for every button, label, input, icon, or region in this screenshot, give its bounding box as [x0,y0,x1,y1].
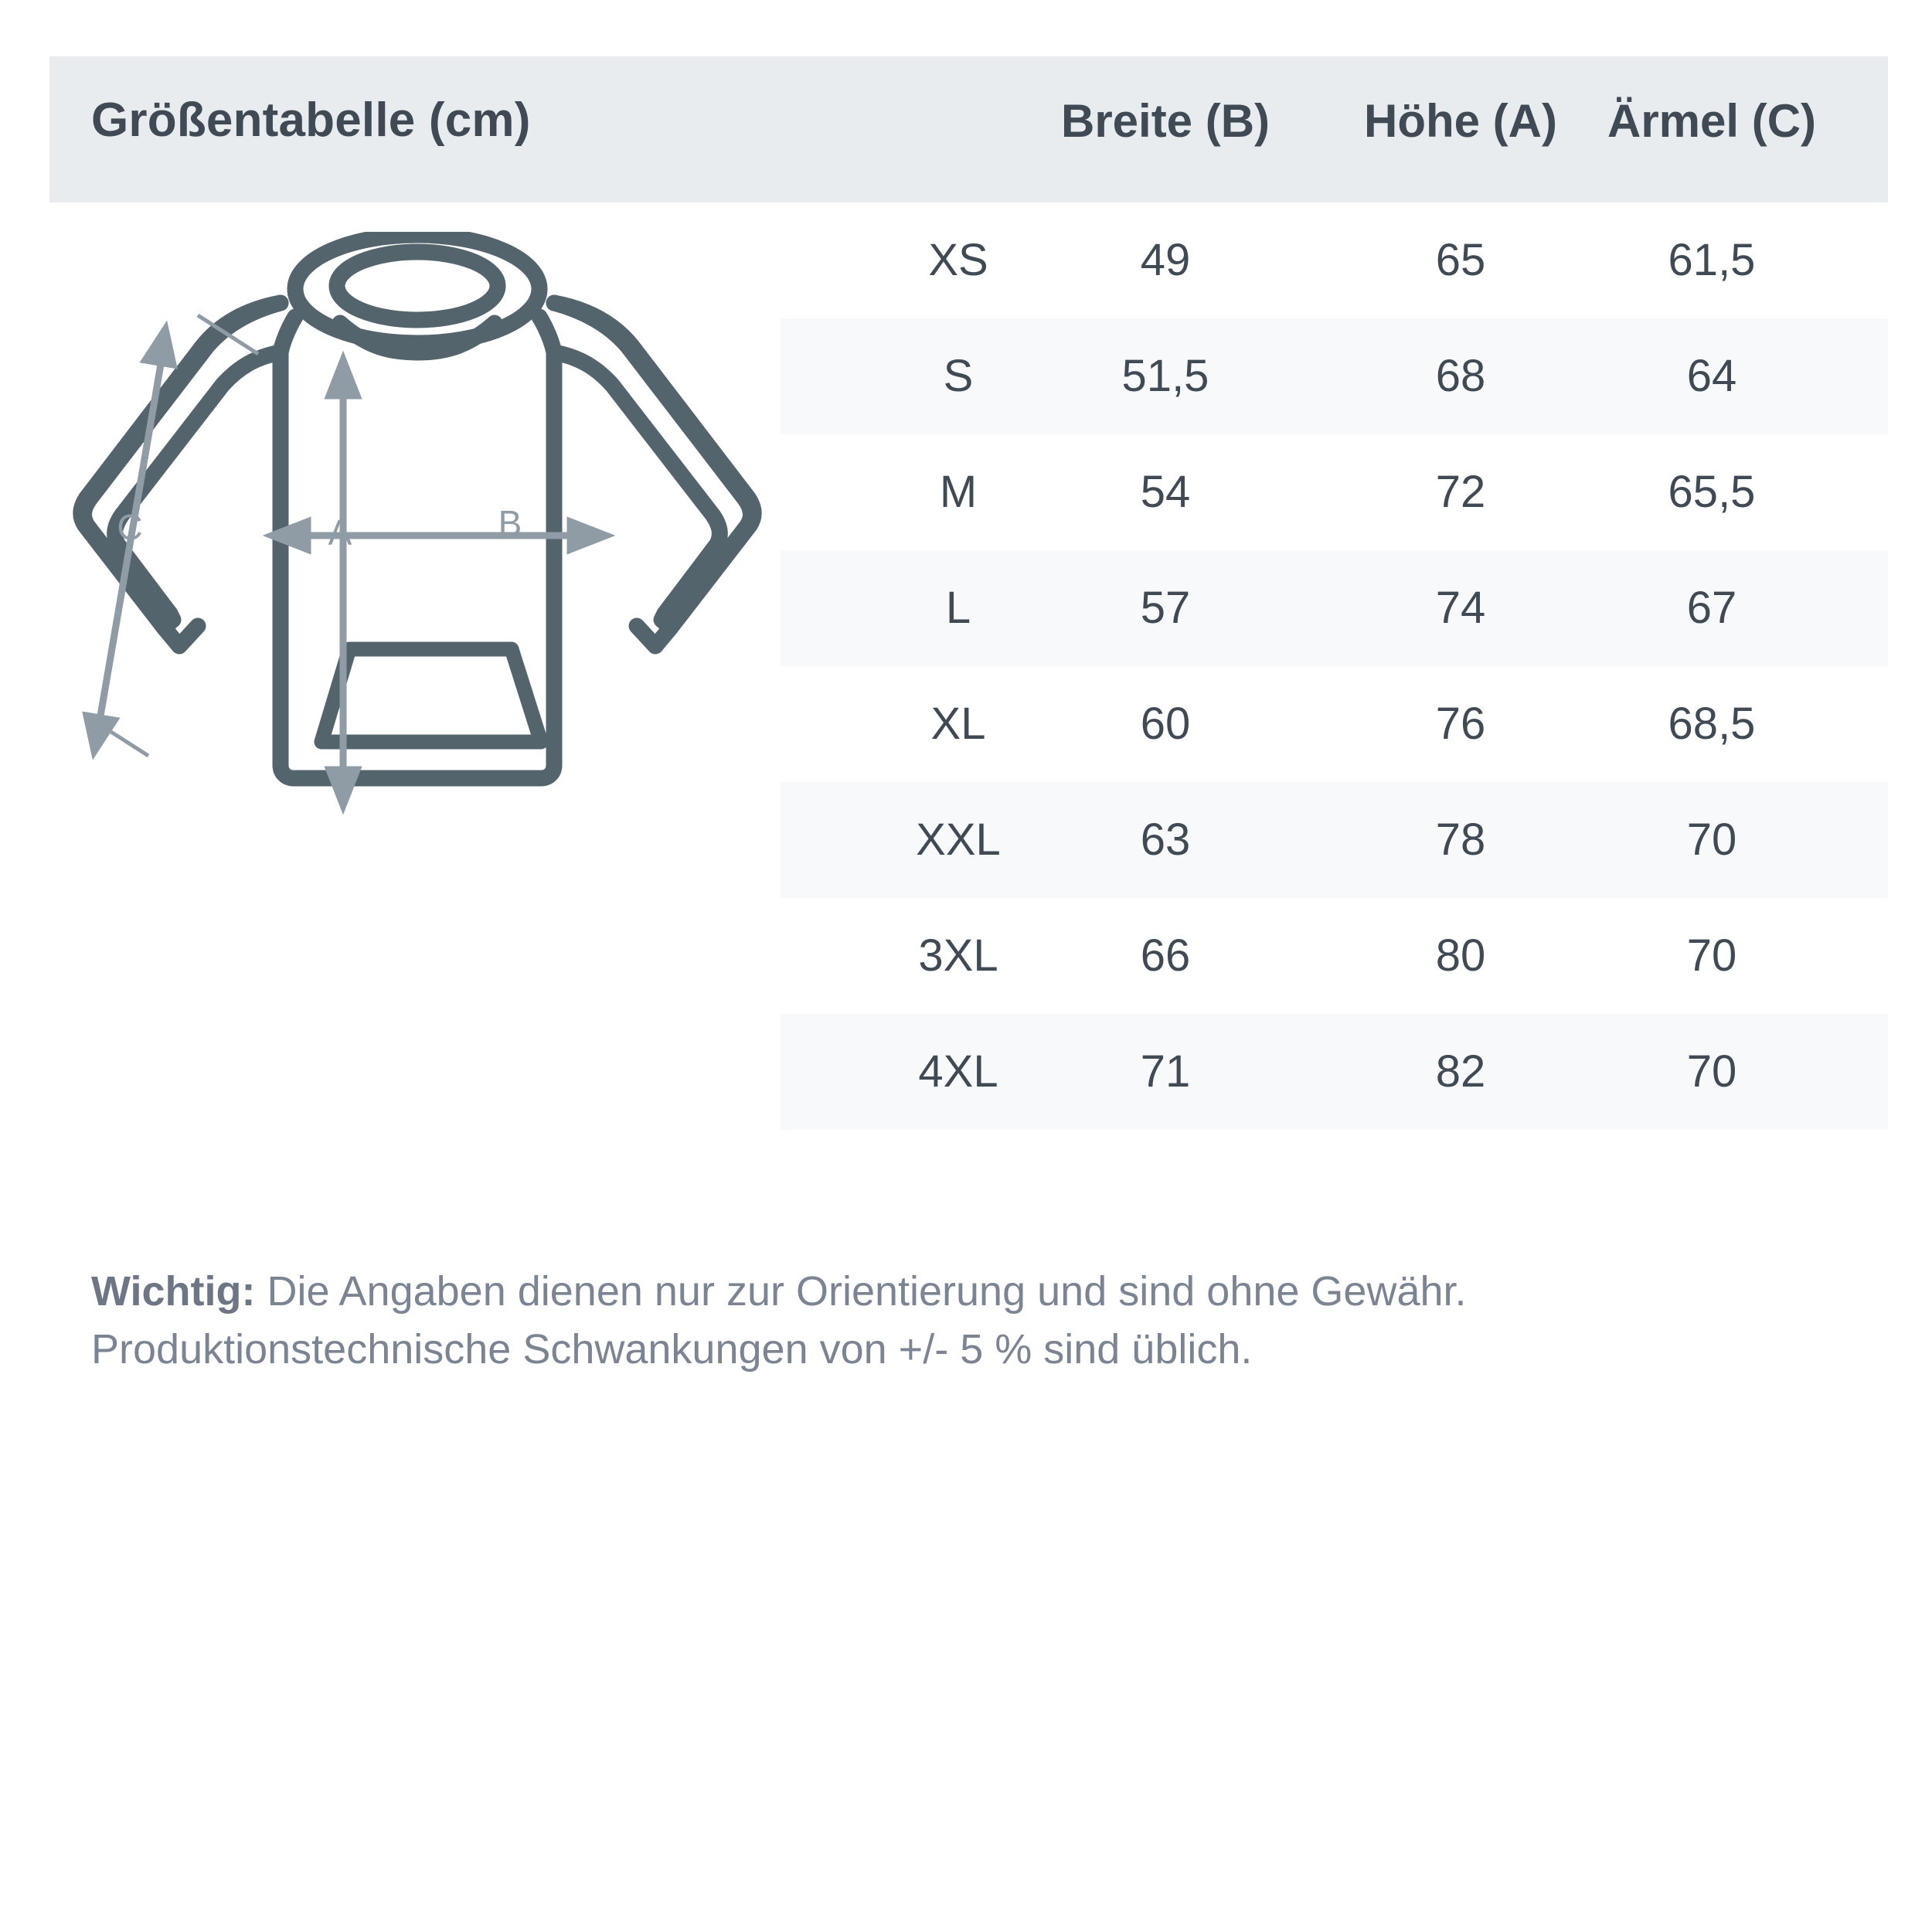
arrow-c-head-top [139,320,178,369]
cell-breite: 51,5 [1121,351,1209,401]
header-band [49,56,1888,202]
measurement-arrows [82,320,616,815]
cell-aermel: 70 [1686,815,1737,865]
cell-size: XL [930,699,986,749]
cell-hoehe: 68 [1435,351,1486,401]
column-header-aermel: Ärmel (C) [1607,95,1817,147]
cell-breite: 63 [1140,815,1191,865]
arrow-a-head-bottom [324,766,362,815]
kangaroo-pocket [314,641,549,750]
cell-hoehe: 74 [1435,583,1486,633]
cell-aermel: 70 [1686,1046,1737,1097]
arrow-b-head-left [262,516,311,555]
cell-breite: 49 [1140,235,1191,285]
hoodie-illustration: A B C [62,232,773,842]
disclaimer-label: Wichtig: [91,1268,256,1315]
hood-outer-ring [287,232,548,352]
table-row: 4XL 71 82 70 [781,1014,1888,1130]
cell-size: 3XL [918,930,998,981]
cell-hoehe: 80 [1435,930,1486,981]
cell-hoehe: 65 [1435,235,1486,285]
size-table: XS 49 65 61,5 S 51,5 68 64 M 54 72 65,5 … [781,202,1888,1130]
table-row: XS 49 65 61,5 [781,202,1888,318]
hood-inner-ring [328,243,506,328]
column-header-breite: Breite (B) [1060,95,1270,147]
hoodie-diagram-svg: A B C [73,232,762,815]
cell-breite: 60 [1140,699,1191,749]
cell-size: 4XL [918,1046,998,1097]
cell-breite: 66 [1140,930,1191,981]
label-b: B [498,503,522,543]
disclaimer-text: Die Angaben dienen nur zur Orientierung … [91,1268,1467,1372]
label-a: A [328,512,352,553]
cell-size: XS [928,235,988,285]
cell-breite: 71 [1140,1046,1191,1097]
cell-aermel: 68,5 [1668,699,1756,749]
cell-size: L [945,583,971,633]
cell-hoehe: 72 [1435,467,1486,517]
cell-aermel: 65,5 [1668,467,1756,517]
cell-aermel: 61,5 [1668,235,1756,285]
cell-aermel: 67 [1686,583,1737,633]
cell-breite: 57 [1140,583,1191,633]
arrow-b-head-right [566,516,616,555]
arrow-c-line [95,355,166,726]
label-c: C [117,507,142,547]
measurement-letters: A B C [117,503,522,553]
cell-breite: 54 [1140,467,1191,517]
page-title: Größentabelle (cm) [91,94,531,147]
cell-aermel: 64 [1686,351,1737,401]
table-row: 3XL 66 80 70 [781,898,1888,1014]
table-row: XXL 63 78 70 [781,782,1888,898]
table-row: S 51,5 68 64 [781,318,1888,434]
cell-aermel: 70 [1686,930,1737,981]
table-row: XL 60 76 68,5 [781,666,1888,782]
cell-hoehe: 76 [1435,699,1486,749]
cell-size: S [943,351,974,401]
table-row: M 54 72 65,5 [781,434,1888,550]
cell-hoehe: 82 [1435,1046,1486,1097]
column-header-hoehe: Höhe (A) [1364,95,1557,147]
arrow-c-head-bottom [82,711,121,760]
disclaimer-note: Wichtig: Die Angaben dienen nur zur Orie… [91,1263,1869,1378]
cell-hoehe: 78 [1435,815,1486,865]
hoodie-body-outline [73,232,762,787]
arrow-a-head-top [324,350,362,400]
table-row: L 57 74 67 [781,550,1888,666]
cell-size: XXL [916,815,1001,865]
cell-size: M [939,467,978,517]
